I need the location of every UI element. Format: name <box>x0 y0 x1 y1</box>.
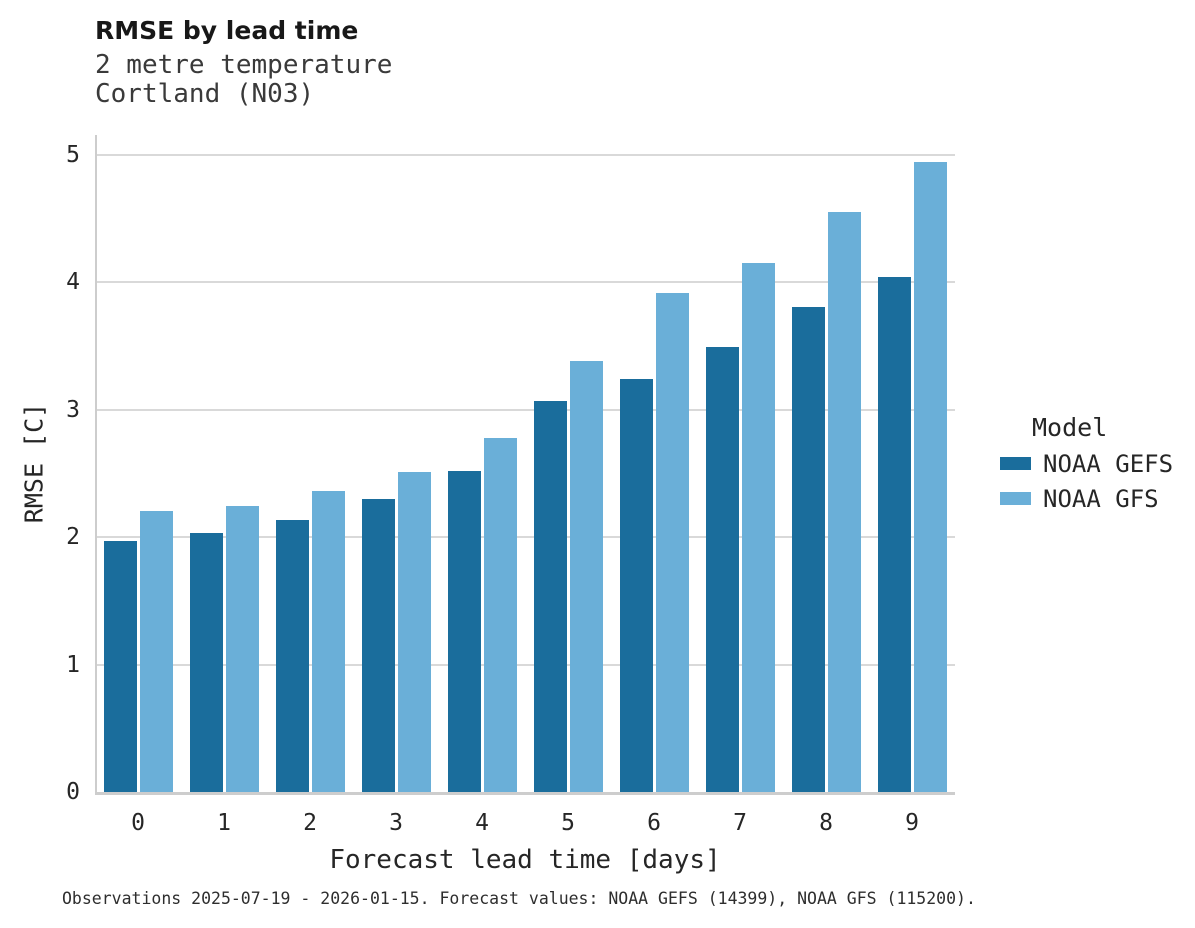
bar-noaa-gefs-lead-8 <box>791 307 825 792</box>
x-tick-label-1: 1 <box>217 810 231 836</box>
bar-noaa-gefs-lead-4 <box>447 471 481 792</box>
plot-area <box>95 135 955 795</box>
legend-item-noaa-gefs: NOAA GEFS <box>998 450 1195 478</box>
x-tick-label-3: 3 <box>389 810 403 836</box>
bar-noaa-gfs-lead-8 <box>827 212 861 792</box>
bar-noaa-gefs-lead-0 <box>103 541 137 792</box>
bar-noaa-gfs-lead-4 <box>483 438 517 792</box>
x-tick-label-5: 5 <box>561 810 575 836</box>
legend-label-noaa-gfs: NOAA GFS <box>1043 485 1159 513</box>
bar-noaa-gefs-lead-9 <box>877 277 911 792</box>
gridline-y5 <box>97 153 955 156</box>
gridline-y2 <box>97 536 955 538</box>
y-tick-label-2: 2 <box>66 524 80 550</box>
x-tick-label-6: 6 <box>647 810 661 836</box>
bar-noaa-gfs-lead-9 <box>913 162 947 792</box>
bar-noaa-gfs-lead-6 <box>655 293 689 792</box>
bar-noaa-gfs-lead-1 <box>225 506 259 792</box>
x-tick-label-9: 9 <box>905 810 919 836</box>
bar-noaa-gefs-lead-6 <box>619 379 653 792</box>
legend-swatch-noaa-gfs <box>1000 492 1031 505</box>
legend-item-noaa-gfs: NOAA GFS <box>998 485 1195 513</box>
chart-subtitle-line2: Cortland (N03) <box>95 79 315 109</box>
gridline-y3 <box>97 408 955 411</box>
y-tick-label-0: 0 <box>66 779 80 805</box>
bar-noaa-gfs-lead-7 <box>741 263 775 792</box>
bar-noaa-gfs-lead-0 <box>139 511 173 792</box>
chart-title: RMSE by lead time <box>95 16 359 45</box>
x-axis-label: Forecast lead time [days] <box>329 845 721 875</box>
chart-subtitle-line1: 2 metre temperature <box>95 50 393 80</box>
bar-noaa-gfs-lead-5 <box>569 361 603 792</box>
y-tick-label-5: 5 <box>66 141 80 168</box>
bar-noaa-gefs-lead-7 <box>705 347 739 792</box>
x-tick-label-0: 0 <box>131 810 145 836</box>
bar-noaa-gefs-lead-1 <box>189 533 223 792</box>
y-tick-label-4: 4 <box>66 269 80 295</box>
y-tick-label-1: 1 <box>66 651 80 678</box>
x-tick-label-4: 4 <box>475 810 489 836</box>
bar-noaa-gfs-lead-3 <box>397 472 431 792</box>
gridline-y4 <box>97 281 955 283</box>
y-tick-label-3: 3 <box>66 396 80 423</box>
x-tick-label-7: 7 <box>733 810 747 836</box>
bar-noaa-gefs-lead-5 <box>533 401 567 792</box>
gridline-y1 <box>97 663 955 666</box>
x-tick-label-2: 2 <box>303 810 317 836</box>
legend-swatch-noaa-gefs <box>1000 457 1031 470</box>
x-tick-label-8: 8 <box>819 810 833 836</box>
legend-label-noaa-gefs: NOAA GEFS <box>1043 450 1174 478</box>
bar-noaa-gefs-lead-3 <box>361 499 395 792</box>
caption: Observations 2025-07-19 - 2026-01-15. Fo… <box>62 889 976 908</box>
legend-title: Model <box>1032 413 1108 442</box>
bar-noaa-gefs-lead-2 <box>275 520 309 792</box>
bar-noaa-gfs-lead-2 <box>311 491 345 792</box>
